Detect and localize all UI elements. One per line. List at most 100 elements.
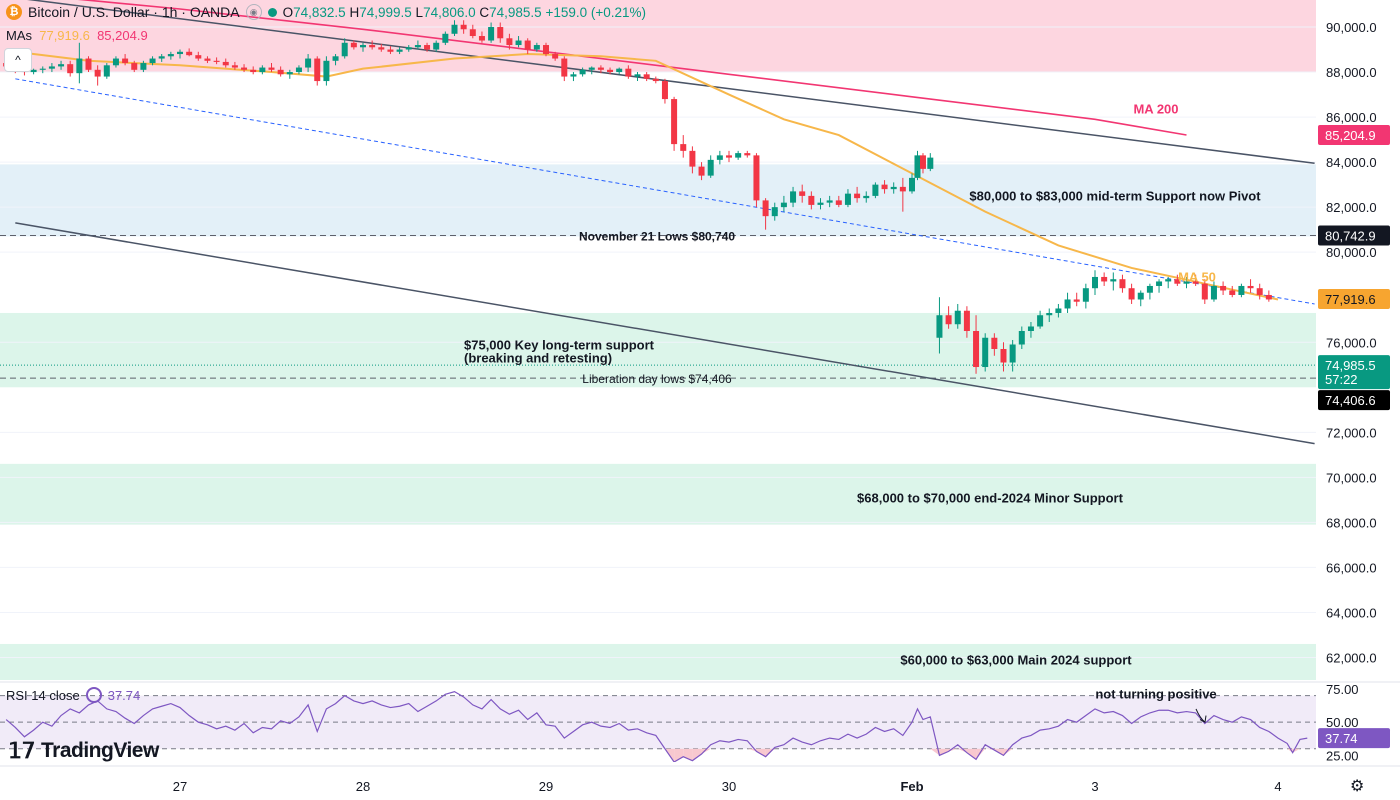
ma200-price-tag-bg xyxy=(1318,124,1390,145)
candle-body xyxy=(661,81,668,100)
rsi-oversold-fill xyxy=(976,748,986,760)
candle-body xyxy=(158,56,165,59)
ma50-price-tag: 77,919.6 xyxy=(1325,292,1376,307)
tradingview-wordmark: TradingView xyxy=(41,739,159,762)
candle-body xyxy=(1037,315,1044,327)
candle-body xyxy=(1009,344,1016,363)
candle-body xyxy=(1183,281,1190,284)
candle-body xyxy=(1000,349,1007,363)
candle-body xyxy=(1101,276,1108,282)
candle-body xyxy=(973,330,980,368)
candle-body xyxy=(1027,326,1034,331)
rsi-tick-label: 75.00 xyxy=(1326,682,1359,697)
candle-body xyxy=(579,69,586,75)
symbol-title[interactable]: Bitcoin / U.S. Dollar · 1h · OANDA xyxy=(28,4,240,20)
candle-body xyxy=(94,69,101,77)
candle-body xyxy=(506,38,513,46)
candle-body xyxy=(497,27,504,39)
candle-body xyxy=(1256,288,1263,295)
candle-body xyxy=(762,200,769,217)
collapse-legend-button[interactable]: ^ xyxy=(4,48,32,72)
ma50-label: MA 50 xyxy=(1178,269,1216,284)
symbol-header[interactable]: ₿ Bitcoin / U.S. Dollar · 1h · OANDA ◉ O… xyxy=(6,4,646,20)
candle-body xyxy=(39,68,46,70)
candle-body xyxy=(167,54,174,57)
zone-1 xyxy=(0,164,1316,237)
candle-body xyxy=(1247,285,1254,289)
rsi-oversold-fill xyxy=(692,748,702,761)
candle-body xyxy=(250,69,257,73)
ma200-label: MA 200 xyxy=(1133,102,1178,117)
candle-body xyxy=(67,64,74,74)
ma200-price-tag: 85,204.9 xyxy=(1325,128,1376,143)
candle-body xyxy=(863,195,870,199)
candle-body xyxy=(1201,283,1208,300)
candle-body xyxy=(835,200,842,205)
candle-body xyxy=(268,67,275,70)
candle-body xyxy=(634,74,641,77)
candle-body xyxy=(259,67,266,73)
price-pane xyxy=(0,0,1316,680)
candle-body xyxy=(543,45,549,55)
zone-2 xyxy=(0,312,1316,388)
candle-body xyxy=(735,153,742,158)
candle-body xyxy=(140,63,147,70)
candle-body xyxy=(716,155,723,160)
candle-body xyxy=(607,69,614,73)
candle-body xyxy=(1110,279,1117,282)
candle-body xyxy=(378,47,385,50)
rsi-loading-icon xyxy=(85,687,102,703)
candle-body xyxy=(515,40,522,46)
candle-body xyxy=(1146,285,1153,293)
candle-body xyxy=(231,65,238,68)
x-tick-label: 28 xyxy=(356,779,370,794)
current-price-tag-countdown: 57:22 xyxy=(1325,372,1358,387)
rsi-legend[interactable]: RSI 14 close 37.74 xyxy=(6,687,140,703)
candle-body xyxy=(414,45,421,48)
candle-body xyxy=(680,144,687,151)
rsi-value-tag: 37.74 xyxy=(1325,731,1358,746)
candle-body xyxy=(552,54,559,59)
candle-body xyxy=(945,315,952,325)
ma-legend[interactable]: MAs 77,919.6 85,204.9 xyxy=(6,28,148,43)
candle-body xyxy=(323,60,330,82)
candle-body xyxy=(1165,279,1172,282)
rsi-oversold-fill xyxy=(930,748,940,756)
candle-body xyxy=(469,29,476,37)
candle-body xyxy=(899,186,906,192)
candle-body xyxy=(186,51,193,56)
candle-body xyxy=(451,24,458,34)
rsi-oversold-fill xyxy=(674,748,684,762)
candle-body xyxy=(460,24,467,30)
y-tick-label: 64,000.0 xyxy=(1326,605,1377,620)
eye-icon[interactable]: ◉ xyxy=(245,4,262,20)
candle-body xyxy=(1192,281,1199,284)
candle-body xyxy=(76,58,83,74)
gear-icon[interactable]: ⚙ xyxy=(1350,778,1365,795)
candle-body xyxy=(844,193,851,205)
tradingview-logo: 𝟣𝟩 TradingView xyxy=(8,738,159,764)
ma200-value: 85,204.9 xyxy=(97,28,148,43)
candle-body xyxy=(213,60,220,62)
candle-body xyxy=(1064,299,1071,309)
candle-body xyxy=(790,191,797,203)
candle-body xyxy=(222,61,229,66)
rsi-oversold-fill xyxy=(957,748,967,753)
candle-body xyxy=(919,155,926,169)
candle-body xyxy=(424,45,431,50)
candle-body xyxy=(488,27,495,41)
y-tick-label: 88,000.0 xyxy=(1326,65,1377,80)
candle-body xyxy=(588,67,595,70)
current-price-tag-bg xyxy=(1318,355,1390,390)
rsi-value: 37.74 xyxy=(107,687,141,703)
candle-body xyxy=(1073,299,1080,302)
rsi-oversold-fill xyxy=(939,748,949,756)
candle-body xyxy=(350,42,357,48)
candle-body xyxy=(1082,288,1089,302)
y-tick-label: 72,000.0 xyxy=(1326,425,1377,440)
y-tick-label: 82,000.0 xyxy=(1326,200,1377,215)
candle-body xyxy=(909,177,915,192)
current-price-tag: 74,985.5 xyxy=(1325,358,1376,373)
candle-body xyxy=(1156,281,1163,286)
